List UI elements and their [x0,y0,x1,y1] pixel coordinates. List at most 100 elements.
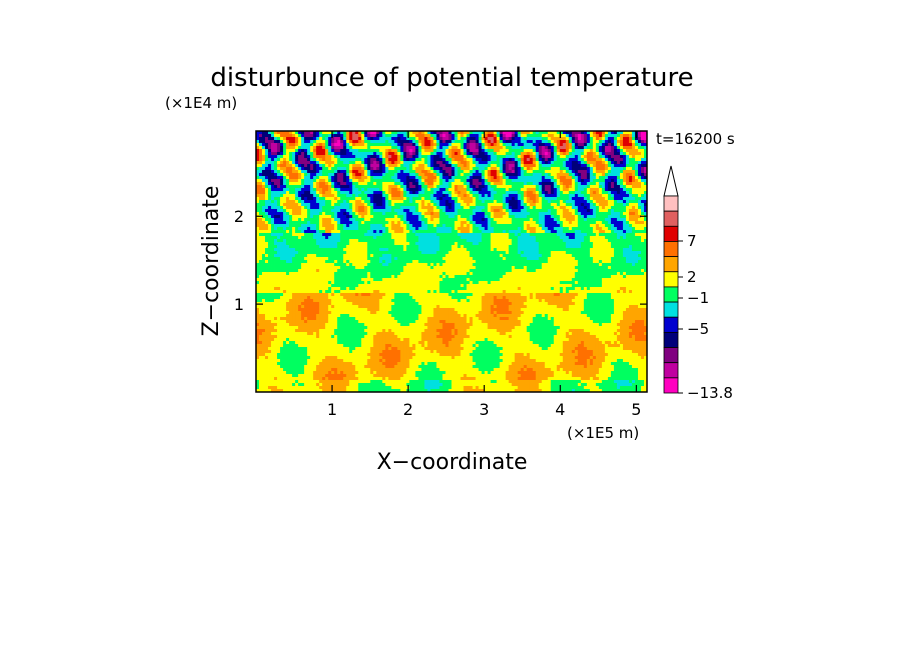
field-cell [553,173,558,177]
field-cell [295,185,299,189]
field-cell [379,167,383,171]
field-cell [631,176,636,180]
field-cell [298,242,302,246]
field-cell [295,227,299,231]
field-cell [274,176,278,180]
field-cell [598,173,603,177]
field-cell [508,239,513,243]
field-cell [622,227,627,231]
field-cell [457,188,461,192]
time-label: t=16200 s [656,130,735,148]
field-cell [259,245,263,249]
field-cell [517,200,522,204]
field-cell [466,209,470,213]
field-cell [622,203,627,207]
field-cell [508,158,513,162]
field-cell [436,203,440,207]
field-cell [298,224,302,228]
field-cell [298,149,302,153]
field-cell [331,161,335,165]
field-cell [316,158,320,162]
field-cell [412,155,416,159]
field-cell [298,155,302,159]
field-cell [373,221,377,225]
field-cell [523,137,528,141]
field-cell [643,197,648,201]
field-cell [415,224,419,228]
field-cell [592,215,597,219]
field-cell [379,176,383,180]
field-cell [535,167,540,171]
field-cell [289,161,293,165]
field-cell [544,182,549,186]
field-cell [496,188,501,192]
field-cell [346,224,350,228]
field-cell [271,209,275,213]
field-cell [355,191,359,195]
field-cell [583,203,588,207]
field-cell [370,230,374,234]
field-cell [502,218,507,222]
field-cell [406,140,410,144]
field-cell [478,230,482,234]
field-cell [487,137,491,141]
field-cell [424,170,428,174]
field-cell [346,170,350,174]
field-cell [634,194,639,198]
field-cell [259,194,263,198]
field-cell [466,161,470,165]
field-cell [262,182,266,186]
field-cell [376,200,380,204]
field-cell [373,188,377,192]
field-cell [544,137,549,141]
field-cell [466,176,470,180]
field-cell [526,164,531,168]
field-cell [367,242,371,246]
field-cell [328,158,332,162]
field-cell [607,152,612,156]
field-cell [568,176,573,180]
field-cell [532,131,537,135]
field-cell [271,212,275,216]
field-cell [415,191,419,195]
field-cell [454,140,458,144]
field-cell [604,197,609,201]
field-cell [568,221,573,225]
field-cell [283,152,287,156]
field-cell [637,149,642,153]
field-cell [352,185,356,189]
field-cell [631,224,636,228]
field-cell [457,209,461,213]
field-cell [487,197,491,201]
field-cell [520,212,525,216]
field-cell [385,188,389,192]
field-cell [373,215,377,219]
field-cell [391,209,395,213]
field-cell [496,236,501,240]
field-cell [562,176,567,180]
field-cell [565,143,570,147]
field-cell [256,146,260,150]
field-cell [643,188,648,192]
field-cell [412,137,416,141]
field-cell [544,230,549,234]
field-cell [418,218,422,222]
field-cell [637,134,642,138]
field-cell [322,188,326,192]
field-cell [316,209,320,213]
field-cell [319,131,323,135]
field-cell [475,206,479,210]
field-cell [499,200,504,204]
field-cell [262,233,266,237]
field-cell [430,152,434,156]
field-cell [595,203,600,207]
field-cell [382,164,386,168]
field-cell [331,173,335,177]
field-cell [502,134,507,138]
field-cell [316,155,320,159]
field-cell [343,140,347,144]
field-cell [418,182,422,186]
field-cell [391,194,395,198]
field-cell [454,188,458,192]
field-cell [346,131,350,135]
